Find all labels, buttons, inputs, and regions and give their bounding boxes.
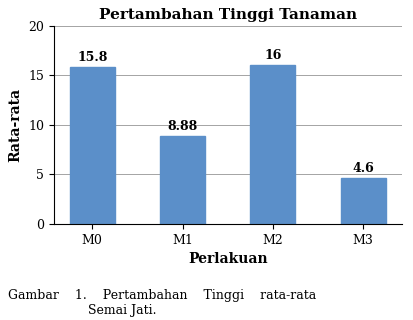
X-axis label: Perlakuan: Perlakuan bbox=[188, 252, 267, 266]
Text: Gambar    1.    Pertambahan    Tinggi    rata-rata
                    Semai Jat: Gambar 1. Pertambahan Tinggi rata-rata S… bbox=[8, 289, 316, 317]
Bar bbox=[250, 65, 295, 224]
Bar bbox=[69, 67, 114, 224]
Text: 4.6: 4.6 bbox=[351, 162, 373, 175]
Bar bbox=[340, 178, 385, 224]
Bar bbox=[159, 136, 204, 224]
Text: 8.88: 8.88 bbox=[167, 120, 197, 133]
Text: 15.8: 15.8 bbox=[77, 51, 107, 64]
Y-axis label: Rata-rata: Rata-rata bbox=[9, 88, 22, 162]
Title: Pertambahan Tinggi Tanaman: Pertambahan Tinggi Tanaman bbox=[98, 8, 356, 22]
Text: 16: 16 bbox=[263, 49, 281, 62]
